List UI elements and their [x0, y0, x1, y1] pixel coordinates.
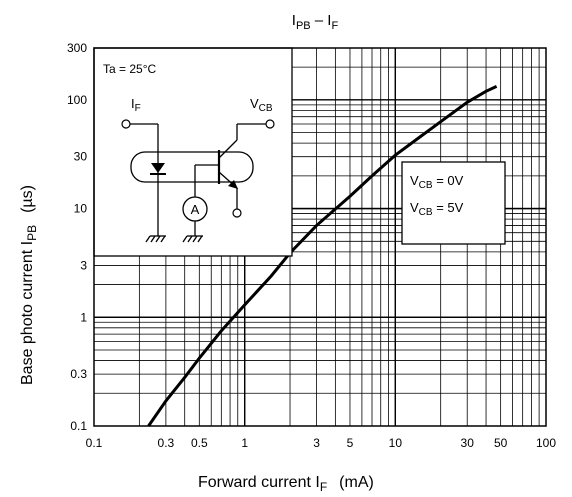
- y-tick-label: 100: [67, 93, 87, 107]
- y-tick-label: 10: [74, 202, 88, 216]
- legend-box: [401, 161, 506, 245]
- x-tick-label: 10: [389, 436, 403, 450]
- y-tick-label: 30: [74, 150, 88, 164]
- plot-frame: [93, 47, 547, 427]
- condition-label: Ta = 25°C: [103, 62, 156, 76]
- chart-title: IPB – IF: [292, 12, 339, 32]
- x-axis-label: Forward current IF (mA): [198, 474, 374, 494]
- x-tick-labels: 0.1 0.3 0.5 1 3 5 10 30 50 100: [86, 436, 557, 450]
- series-line: [147, 85, 498, 427]
- x-tick-label: 30: [461, 436, 475, 450]
- x-tick-label: 0.3: [158, 436, 175, 450]
- legend: VCB = 0V VCB = 5V: [401, 161, 506, 245]
- if-label: IF: [131, 96, 141, 114]
- y-tick-label: 300: [67, 41, 87, 55]
- y-tick-label: 0.3: [70, 367, 87, 381]
- legend-entry-1: VCB = 5V: [410, 200, 464, 218]
- emitter-terminal-icon: [232, 208, 242, 218]
- circuit-inset: Ta = 25°C IF VCB: [93, 47, 293, 257]
- emitter-arrow-icon: [228, 180, 238, 189]
- x-tick-label: 50: [494, 436, 508, 450]
- x-tick-label: 5: [347, 436, 354, 450]
- y-tick-label: 3: [80, 258, 87, 272]
- if-terminal-icon: [121, 119, 131, 129]
- x-tick-label: 100: [536, 436, 556, 450]
- led-diode-icon: [151, 163, 165, 173]
- x-tick-label: 1: [241, 436, 248, 450]
- y-tick-label: 1: [80, 310, 87, 324]
- legend-entry-0: VCB = 0V: [410, 173, 464, 191]
- x-tick-label: 3: [313, 436, 320, 450]
- vcb-terminal-icon: [265, 119, 275, 129]
- vcb-label: VCB: [250, 96, 273, 114]
- x-tick-label: 0.5: [191, 436, 208, 450]
- ammeter-label: A: [191, 202, 200, 217]
- x-tick-label: 0.1: [86, 436, 103, 450]
- ammeter-icon: [182, 196, 208, 222]
- y-tick-labels: 0.1 0.3 1 3 10 30 100 300: [67, 41, 87, 433]
- y-tick-label: 0.1: [70, 419, 87, 433]
- y-axis-label: Base photo current IPB(µs): [19, 185, 39, 385]
